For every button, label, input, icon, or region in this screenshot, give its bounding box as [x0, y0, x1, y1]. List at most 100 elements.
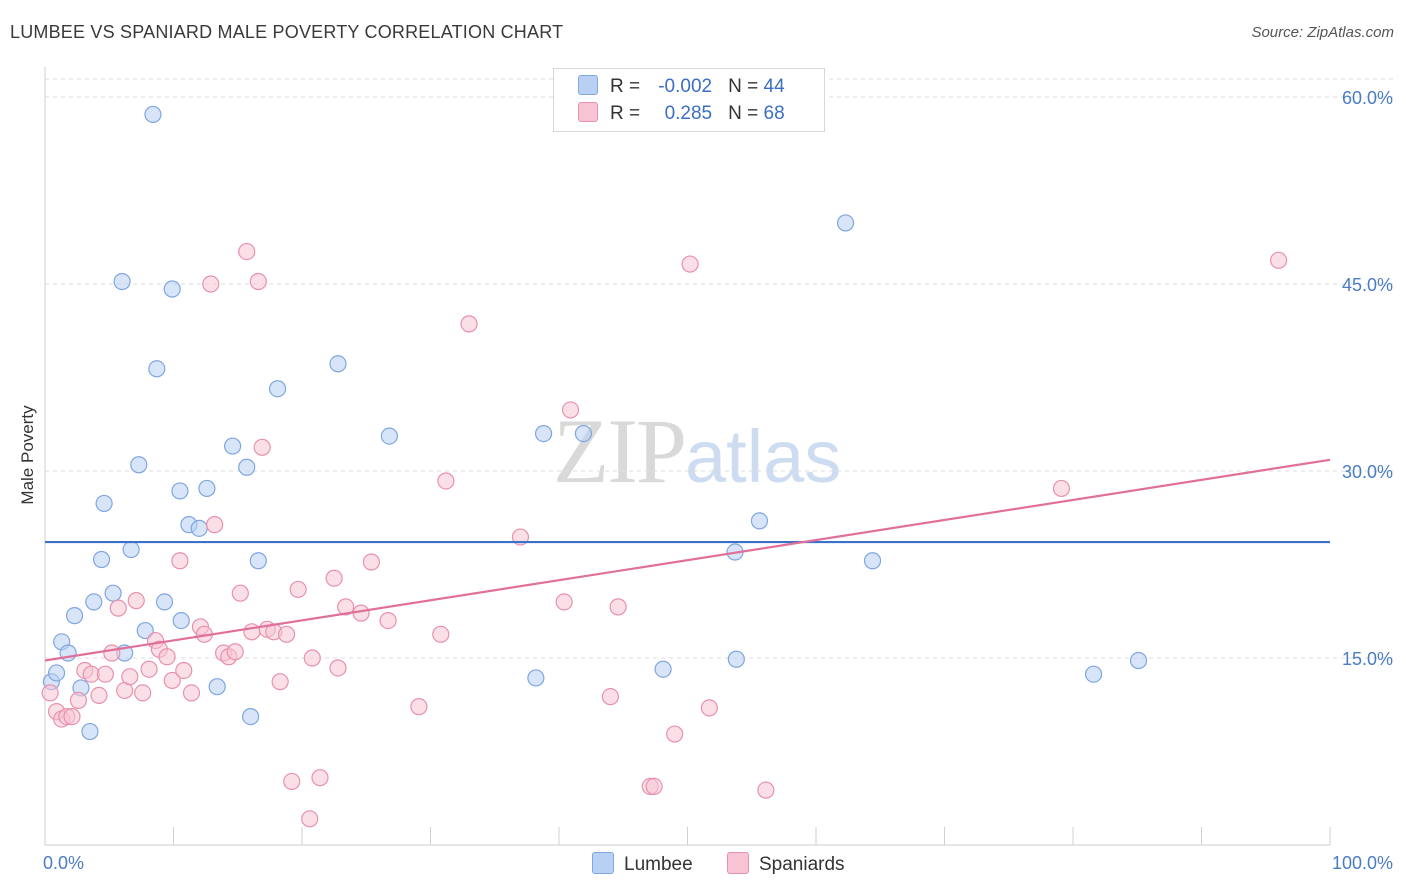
x-tick-label: 100.0% [1332, 853, 1393, 873]
data-point [645, 777, 663, 796]
data-point [69, 691, 88, 709]
data-point [171, 482, 189, 500]
axes [44, 67, 1331, 846]
data-point [148, 360, 166, 378]
data-point [283, 772, 301, 791]
data-point [127, 592, 145, 610]
data-point [249, 552, 267, 570]
data-point [92, 550, 111, 569]
data-point [171, 552, 189, 570]
data-point [226, 643, 244, 661]
data-point [190, 519, 208, 537]
grid [45, 78, 1393, 659]
trend-line [44, 458, 1331, 662]
data-point [337, 598, 355, 616]
legend-row-lumbee: R = -0.002 N = 44 [578, 75, 785, 99]
y-axis-label: Male Poverty [18, 405, 37, 505]
data-point [253, 438, 271, 456]
watermark: ZIPatlas [553, 398, 841, 504]
data-point [103, 644, 121, 662]
data-point [311, 769, 329, 787]
series-legend: Lumbee Spaniards [0, 852, 1406, 878]
data-point [380, 427, 398, 445]
data-point [757, 781, 775, 799]
data-point [574, 425, 593, 443]
data-point [130, 456, 148, 474]
data-point [609, 598, 627, 616]
legend-n-label: N = [728, 76, 759, 97]
data-point [1052, 479, 1071, 498]
source-credit: Source: ZipAtlas.com [1251, 24, 1394, 41]
data-point [681, 255, 699, 273]
data-point [700, 699, 718, 717]
data-point [47, 664, 66, 682]
y-tick-label: 45.0% [1342, 275, 1393, 295]
series-legend-lumbee: Lumbee [592, 852, 693, 876]
legend-r-value: -0.002 [658, 76, 713, 97]
data-point [202, 275, 220, 293]
data-point [534, 425, 553, 443]
data-point [172, 611, 190, 630]
legend-r-label: R = [610, 76, 641, 97]
data-point [410, 698, 428, 716]
data-point [301, 810, 319, 828]
data-point [727, 650, 745, 668]
data-point [140, 660, 158, 678]
data-point [104, 584, 122, 602]
data-point [136, 621, 154, 640]
series-swatch-lumbee [592, 852, 614, 874]
data-point [325, 569, 343, 587]
data-points [41, 105, 1288, 828]
legend-swatch-spaniards [578, 102, 598, 122]
legend-n-value: 44 [763, 76, 785, 97]
data-point [158, 648, 176, 666]
data-point [289, 580, 307, 599]
data-point [163, 280, 181, 298]
legend-n-value: 68 [763, 103, 785, 124]
data-point [460, 315, 478, 333]
legend-r-value: 0.285 [664, 103, 713, 124]
data-point [224, 437, 242, 455]
data-point [242, 707, 260, 726]
data-point [182, 684, 201, 702]
y-tick-label: 15.0% [1342, 649, 1393, 669]
data-point [208, 678, 226, 696]
data-point [352, 604, 370, 622]
data-point [41, 684, 59, 702]
data-point [206, 516, 224, 534]
data-point [63, 707, 81, 726]
data-point [555, 593, 573, 611]
data-point [750, 512, 769, 530]
data-point [144, 105, 162, 124]
data-point [1129, 651, 1148, 670]
watermark-atlas: atlas [685, 415, 842, 498]
data-point [122, 540, 140, 559]
data-point [362, 553, 380, 571]
data-point [437, 472, 455, 490]
data-point [85, 593, 103, 611]
data-point [601, 688, 620, 706]
data-point [1269, 251, 1288, 269]
x-tick-label: 0.0% [43, 853, 84, 873]
data-point [109, 599, 127, 617]
data-point [654, 660, 672, 678]
legend-r-label: R = [610, 103, 641, 124]
data-point [303, 649, 321, 667]
data-point [561, 401, 580, 419]
data-point [155, 593, 174, 611]
series-legend-label: Spaniards [759, 854, 845, 875]
data-point [134, 684, 152, 702]
data-point [329, 659, 347, 677]
data-point [163, 671, 181, 690]
data-point [432, 625, 450, 643]
data-point [863, 552, 882, 570]
legend-row-spaniards: R = 0.285 N = 68 [578, 102, 785, 126]
data-point [666, 725, 684, 743]
tick-labels: 15.0% 30.0% 45.0% 60.0% 0.0% 100.0% [43, 88, 1393, 873]
legend-n-label: N = [728, 103, 759, 124]
data-point [329, 355, 347, 373]
data-point [1084, 665, 1103, 683]
data-point [231, 584, 249, 602]
chart-title: LUMBEE VS SPANIARD MALE POVERTY CORRELAT… [10, 22, 564, 42]
